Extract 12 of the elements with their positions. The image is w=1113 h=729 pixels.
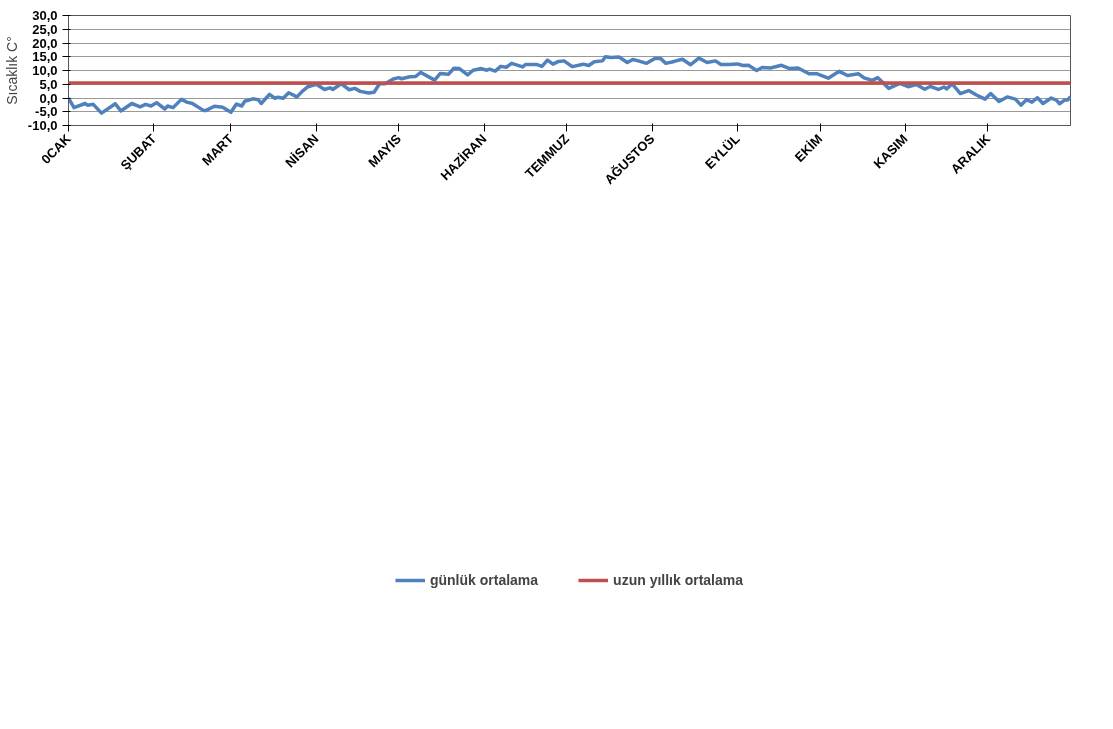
legend-label: günlük ortalama [429, 572, 539, 588]
y-tick-label: 25,0 [32, 21, 58, 37]
y-tick-label: 5,0 [39, 76, 58, 92]
y-tick-label: -5,0 [35, 104, 58, 120]
y-tick-label: -10,0 [27, 118, 58, 133]
legend-label: uzun yıllık ortalama [613, 572, 744, 588]
y-axis-title: Sıcaklık C° [3, 36, 20, 105]
y-tick-label: 30,0 [32, 8, 58, 23]
y-tick-label: 20,0 [32, 35, 58, 51]
y-tick-label: 0,0 [39, 90, 58, 106]
y-tick-label: 15,0 [32, 49, 58, 65]
y-tick-label: 10,0 [32, 63, 58, 78]
